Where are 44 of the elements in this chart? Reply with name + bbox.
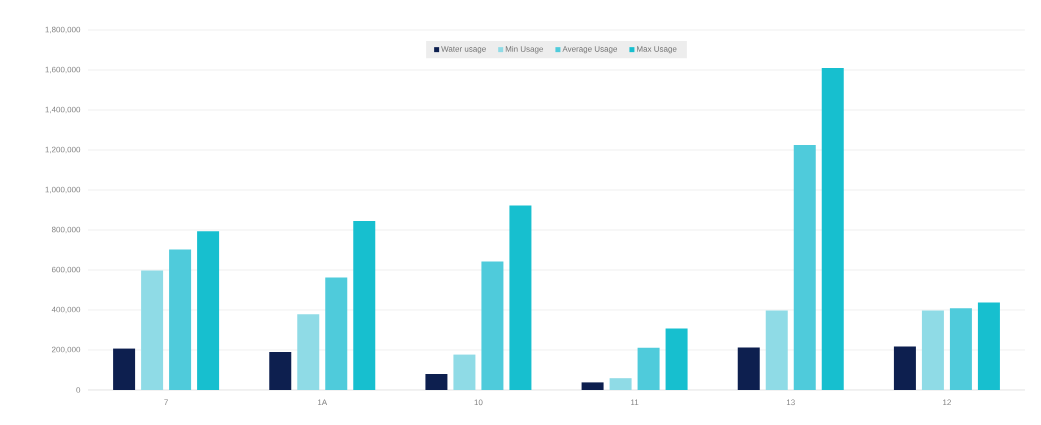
- y-tick-label: 1,400,000: [45, 106, 81, 114]
- y-tick-label: 800,000: [51, 226, 81, 234]
- legend-label: Water usage: [441, 46, 486, 54]
- bar: [481, 261, 504, 390]
- x-tick-label: 13: [786, 399, 795, 406]
- y-tick-label: 1,800,000: [45, 26, 81, 34]
- bar: [793, 144, 816, 390]
- bar: [325, 277, 348, 390]
- y-tick-label: 1,600,000: [45, 66, 81, 74]
- bar: [113, 348, 136, 390]
- y-tick-label: 600,000: [51, 266, 81, 274]
- bar: [141, 270, 164, 390]
- y-tick-label: 1,000,000: [45, 186, 81, 194]
- y-tick-label: 400,000: [51, 306, 81, 314]
- bar: [821, 67, 844, 390]
- legend-label: Max Usage: [637, 46, 677, 54]
- x-tick-label: 1A: [317, 399, 328, 406]
- y-tick-label: 200,000: [51, 346, 81, 354]
- x-tick-label: 11: [631, 399, 639, 406]
- bar: [977, 302, 1000, 390]
- bar: [581, 382, 604, 390]
- bar: [949, 308, 972, 390]
- bar: [297, 314, 320, 390]
- y-tick-label: 0: [76, 387, 81, 393]
- bar: [509, 205, 532, 390]
- bar: [637, 347, 660, 390]
- y-tick-label: 1,200,000: [45, 146, 81, 154]
- bar: [609, 378, 632, 390]
- x-tick-label: 12: [943, 399, 951, 406]
- legend-label: Average Usage: [562, 46, 618, 54]
- bar: [737, 347, 760, 390]
- bar: [893, 346, 916, 390]
- bar: [453, 354, 476, 390]
- bar: [921, 310, 944, 390]
- x-tick-label: 7: [164, 399, 168, 406]
- bar: [353, 220, 376, 390]
- legend-label: Min Usage: [505, 45, 544, 54]
- bar: [765, 310, 788, 390]
- bar: [425, 373, 448, 390]
- bar: [169, 249, 192, 390]
- bar: [197, 231, 220, 390]
- bar: [665, 328, 688, 390]
- x-tick-label: 10: [474, 399, 483, 406]
- bar: [269, 351, 292, 390]
